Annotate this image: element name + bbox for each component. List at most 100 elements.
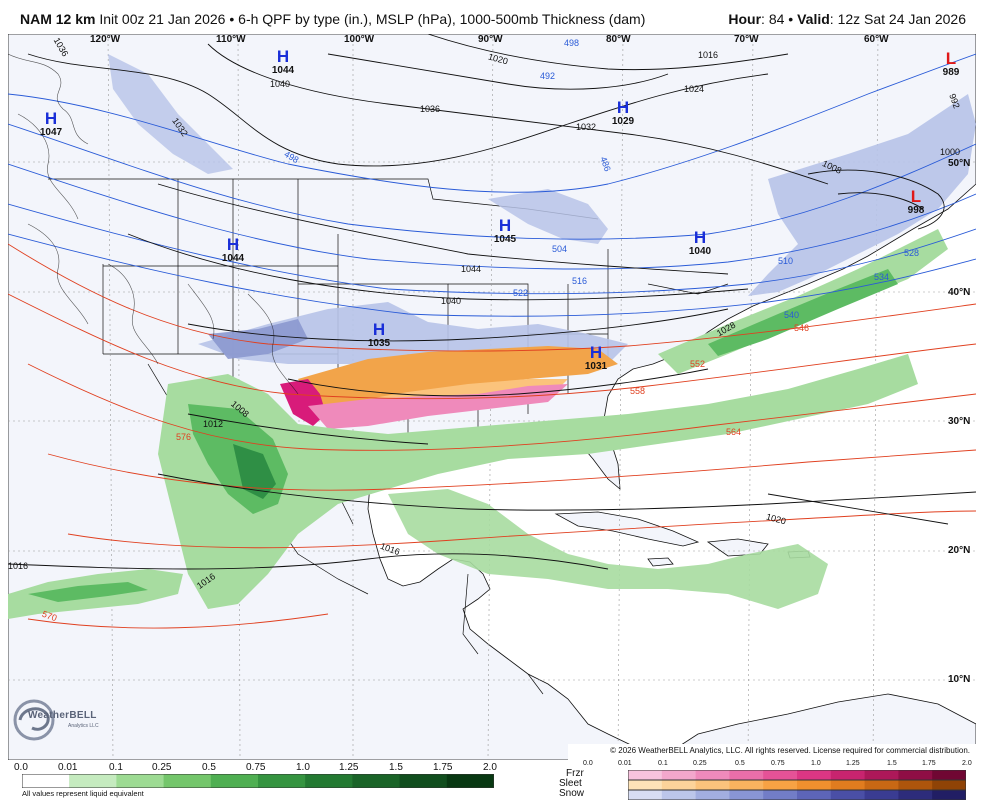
sleet-border	[628, 780, 966, 790]
rain-pacific-mod	[28, 582, 148, 602]
sleet-label: Sleet	[559, 778, 582, 789]
rain-tick-labels: 0.0 0.01 0.1 0.25 0.5 0.75 1.0 1.25 1.5 …	[0, 762, 520, 774]
sleet-swatch	[797, 780, 832, 790]
rain-swatch	[352, 774, 401, 788]
mix-tick: 1.25	[846, 760, 860, 767]
weather-map	[8, 34, 976, 760]
title-separator: •	[229, 11, 235, 27]
snow-border	[628, 790, 966, 800]
snow-area-great-lakes	[488, 189, 608, 244]
isobar-contours	[8, 34, 976, 570]
mix-tick: 0.01	[618, 760, 632, 767]
init-time: Init 00z 21 Jan 2026	[99, 11, 226, 27]
hour-value: 84	[768, 11, 785, 27]
rain-swatch	[163, 774, 212, 788]
rain-swatch	[258, 774, 306, 788]
thickness-contours-warm	[8, 243, 976, 629]
thickness-contours-cold	[8, 53, 976, 317]
frzr-label: Frzr	[566, 768, 584, 779]
frzr-swatch	[830, 770, 866, 780]
frzr-swatch	[864, 770, 899, 780]
legend-note: All values represent liquid equivalent	[22, 789, 144, 798]
frzr-swatch	[661, 770, 697, 780]
snow-swatch	[932, 790, 966, 800]
snow-swatch	[864, 790, 899, 800]
frzr-colorbar	[628, 770, 966, 780]
snow-swatch	[830, 790, 866, 800]
frzr-border	[628, 770, 966, 780]
mix-tick: 1.5	[887, 760, 897, 767]
rain-swatch	[305, 774, 353, 788]
rain-swatch	[210, 774, 259, 788]
frzr-swatch	[695, 770, 730, 780]
mix-tick: 0.1	[658, 760, 668, 767]
title-right: Hour: 84 • Valid: 12z Sat 24 Jan 2026	[728, 11, 966, 27]
snow-swatch	[661, 790, 697, 800]
rain-caribbean	[388, 489, 828, 609]
sleet-swatch	[932, 780, 966, 790]
rain-swatch	[22, 774, 70, 788]
valid-value: 12z Sat 24 Jan 2026	[837, 11, 966, 27]
rain-swatch	[69, 774, 117, 788]
rain-border	[22, 774, 494, 788]
rain-tick: 1.0	[296, 762, 310, 773]
west-terrain-contours	[8, 53, 299, 395]
mix-tick: 2.0	[962, 760, 972, 767]
rain-tick: 0.5	[202, 762, 216, 773]
snow-swatch	[797, 790, 832, 800]
title-separator-2: •	[788, 11, 794, 27]
mix-tick: 0.0	[583, 760, 593, 767]
sleet-band	[298, 346, 618, 412]
mix-tick: 0.75	[771, 760, 785, 767]
snow-band-heavy	[208, 319, 308, 359]
rain-swatch	[116, 774, 165, 788]
frzr-swatch	[797, 770, 832, 780]
rain-tick: 1.5	[389, 762, 403, 773]
sleet-swatch	[763, 780, 798, 790]
rain-tick: 0.1	[109, 762, 123, 773]
rain-colorbar	[22, 774, 494, 788]
frzr-swatch	[729, 770, 764, 780]
rain-band-atlantic-mod	[708, 269, 898, 356]
snow-band-northeast	[748, 94, 976, 296]
rain-texas-mexico	[158, 354, 918, 609]
header-bar: NAM 12 km Init 00z 21 Jan 2026 • 6-h QPF…	[0, 0, 984, 34]
hour-label: Hour	[728, 11, 762, 27]
snow-colorbar	[628, 790, 966, 800]
title-left: NAM 12 km Init 00z 21 Jan 2026 • 6-h QPF…	[20, 11, 645, 27]
sleet-swatch	[729, 780, 764, 790]
valid-label: Valid	[797, 11, 830, 27]
sleet-swatch	[898, 780, 933, 790]
snow-swatch	[729, 790, 764, 800]
rain-tick: 1.75	[433, 762, 453, 773]
frzr-swatch	[932, 770, 966, 780]
rain-tick: 0.75	[246, 762, 266, 773]
copyright-notice: © 2026 WeatherBELL Analytics, LLC. All r…	[608, 746, 972, 755]
lat-lon-grid	[8, 34, 976, 760]
snow-label: Snow	[559, 788, 585, 799]
rain-tick: 0.0	[14, 762, 28, 773]
rain-tick: 1.25	[339, 762, 359, 773]
snow-swatch	[628, 790, 663, 800]
sleet-swatch	[661, 780, 697, 790]
sleet-colorbar	[628, 780, 966, 790]
model-name: NAM 12 km	[20, 11, 96, 27]
legend-area: 0.0 0.01 0.1 0.25 0.5 0.75 1.0 1.25 1.5 …	[0, 760, 984, 808]
sleet-swatch	[864, 780, 899, 790]
rain-tick: 0.25	[152, 762, 172, 773]
snow-swatch	[898, 790, 933, 800]
mix-tick-labels: 0.0 0.01 0.1 0.25 0.5 0.75 1.0 1.25 1.5 …	[575, 760, 975, 770]
snow-swatch	[695, 790, 730, 800]
hispaniola-island	[706, 538, 769, 557]
frzr-swatch	[898, 770, 933, 780]
precipitation-shading	[8, 54, 976, 619]
mix-tick: 0.25	[693, 760, 707, 767]
sleet-swatch	[830, 780, 866, 790]
jamaica-island	[647, 557, 674, 567]
product-description: 6-h QPF by type (in.), MSLP (hPa), 1000-…	[238, 11, 646, 27]
freezing-rain-texas	[280, 379, 326, 426]
snow-area-northwest	[108, 54, 233, 174]
rain-very-heavy-mexico	[233, 444, 276, 499]
frzr-swatch	[763, 770, 798, 780]
mix-tick: 1.0	[811, 760, 821, 767]
